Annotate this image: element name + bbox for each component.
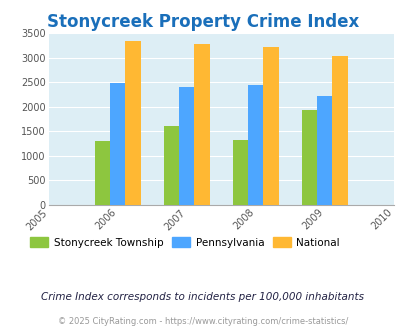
Bar	[179, 87, 194, 205]
Bar	[301, 110, 316, 205]
Text: Stonycreek Property Crime Index: Stonycreek Property Crime Index	[47, 13, 358, 31]
Bar	[125, 41, 140, 205]
Bar	[232, 140, 247, 205]
Legend: Stonycreek Township, Pennsylvania, National: Stonycreek Township, Pennsylvania, Natio…	[26, 233, 343, 252]
Bar	[263, 47, 278, 205]
Bar	[95, 141, 110, 205]
Text: Crime Index corresponds to incidents per 100,000 inhabitants: Crime Index corresponds to incidents per…	[41, 292, 364, 302]
Bar	[110, 83, 125, 205]
Bar	[194, 44, 209, 205]
Bar	[247, 85, 263, 205]
Bar	[164, 126, 179, 205]
Bar	[332, 55, 347, 205]
Bar	[316, 96, 332, 205]
Text: © 2025 CityRating.com - https://www.cityrating.com/crime-statistics/: © 2025 CityRating.com - https://www.city…	[58, 317, 347, 326]
